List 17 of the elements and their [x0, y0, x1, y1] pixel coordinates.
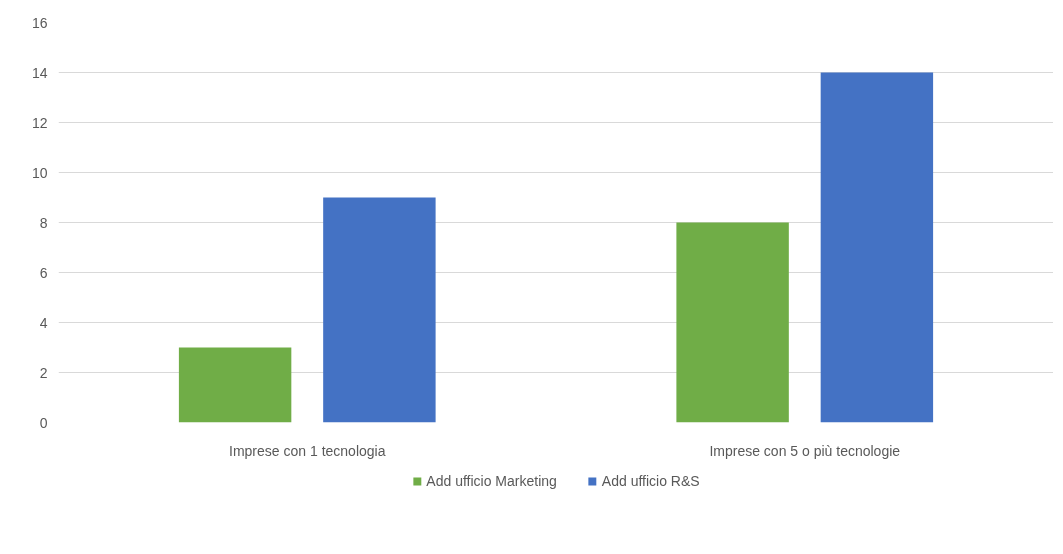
bar: [178, 347, 292, 423]
y-tick-label: 12: [31, 114, 48, 131]
y-tick-label: 16: [31, 14, 48, 31]
x-tick-label: Imprese con 1 tecnologia: [229, 442, 386, 459]
y-tick-label: 10: [31, 164, 48, 181]
y-tick-label: 6: [39, 264, 48, 281]
y-tick-label: 14: [31, 64, 48, 81]
legend-label: Add ufficio Marketing: [426, 473, 557, 489]
bar: [820, 72, 934, 423]
y-tick-label: 0: [39, 414, 48, 431]
y-tick-label: 4: [39, 314, 48, 331]
legend-label: Add ufficio R&S: [601, 473, 700, 489]
y-tick-label: 8: [39, 214, 48, 231]
y-tick-label: 2: [39, 364, 48, 381]
bar: [323, 197, 436, 423]
x-tick-label: Imprese con 5 o più tecnologie: [709, 442, 901, 459]
bar: [676, 222, 789, 423]
